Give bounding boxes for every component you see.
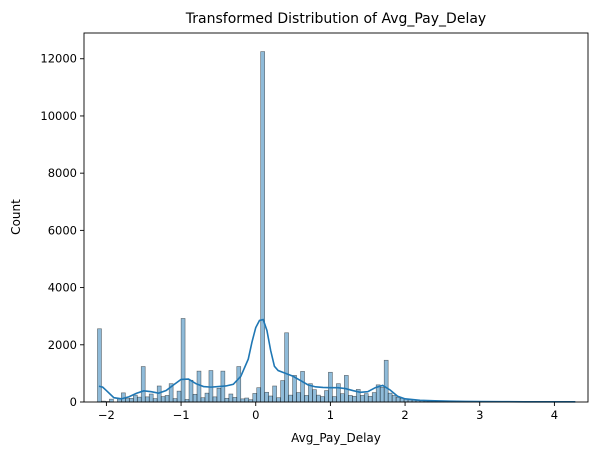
y-tick-label: 12000: [40, 52, 77, 66]
histogram-bar: [204, 392, 210, 403]
histogram-bar: [379, 387, 385, 403]
histogram-bar: [160, 396, 166, 403]
histogram-bar: [256, 387, 262, 403]
histogram-bar: [228, 393, 234, 403]
y-axis-ticks: 0 2000 4000 6000 8000 10000 12000: [40, 52, 84, 409]
histogram-bar: [236, 366, 242, 403]
histogram-bar: [324, 390, 329, 403]
x-tick-label: −1: [173, 408, 190, 422]
histogram-bar: [140, 366, 146, 403]
histogram-bar: [292, 375, 297, 403]
histogram-bar: [391, 395, 397, 403]
y-tick-label: 10000: [40, 109, 77, 123]
histogram-bar: [359, 395, 365, 403]
histogram-bar: [176, 390, 182, 403]
histogram-bar: [300, 371, 305, 403]
plot-frame: [83, 32, 589, 403]
chart-title: Transformed Distribution of Avg_Pay_Dela…: [185, 11, 486, 27]
x-axis-label: Avg_Pay_Delay: [291, 431, 381, 445]
y-tick-label: 2000: [48, 338, 77, 352]
histogram-bar: [320, 396, 325, 403]
y-tick-label: 8000: [48, 166, 77, 180]
histogram-bar: [304, 395, 309, 403]
histogram-bar: [371, 392, 377, 403]
histogram-bar: [244, 397, 250, 403]
x-tick-label: 2: [401, 408, 408, 422]
histogram-bar: [97, 328, 102, 403]
histogram-bar: [196, 370, 202, 403]
kde-group: [98, 318, 576, 403]
bars-group: [97, 51, 576, 403]
histogram-bar: [144, 396, 150, 403]
histogram-bar: [232, 397, 238, 403]
histogram-bar: [172, 398, 178, 403]
histogram-bar: [152, 398, 158, 403]
histogram-bar: [336, 383, 341, 403]
histogram-bar: [348, 395, 353, 403]
histogram-bar: [264, 391, 270, 403]
kde-line: [98, 318, 576, 403]
histogram-bar: [128, 397, 134, 403]
y-tick-label: 0: [70, 395, 77, 409]
histogram-bar: [180, 318, 186, 403]
histogram-bar: [272, 385, 277, 403]
histogram-bar: [216, 387, 222, 403]
y-tick-label: 6000: [48, 223, 77, 237]
y-axis-label: Count: [9, 199, 23, 235]
histogram-bar: [268, 395, 273, 403]
histogram-bar: [363, 393, 369, 403]
histogram-bar: [280, 380, 285, 403]
histogram-bar: [340, 393, 345, 403]
histogram-bar: [351, 395, 357, 403]
histogram-bar: [395, 397, 401, 403]
histogram-bar: [133, 394, 138, 403]
histogram-bar: [316, 394, 321, 403]
histogram-bar: [192, 393, 198, 403]
x-tick-label: 0: [252, 408, 259, 422]
histogram-bar: [188, 379, 194, 403]
histogram-bar: [276, 397, 281, 403]
histogram-bar: [240, 398, 246, 403]
histogram-bar: [148, 393, 154, 403]
histogram-bar: [212, 396, 218, 403]
histogram-bar: [387, 392, 393, 403]
histogram-bar: [252, 393, 258, 403]
histogram-bar: [200, 397, 206, 403]
x-tick-label: 3: [476, 408, 483, 422]
x-axis-ticks: −2 −1 0 1 2 3 4: [98, 402, 558, 422]
histogram-bar: [156, 385, 162, 403]
histogram-bar: [125, 398, 130, 403]
histogram-bar: [383, 359, 389, 403]
histogram-bar: [288, 394, 293, 403]
x-tick-label: −2: [98, 408, 115, 422]
x-tick-label: 1: [327, 408, 334, 422]
histogram-bar: [164, 395, 170, 403]
histogram-bar: [296, 392, 301, 403]
histogram-bar: [260, 51, 265, 403]
x-tick-label: 4: [551, 408, 558, 422]
histogram-bar: [284, 332, 289, 403]
histogram-bar: [367, 395, 373, 403]
histogram-bar: [224, 397, 230, 403]
histogram-bar: [332, 396, 337, 403]
y-tick-label: 4000: [48, 281, 77, 295]
histogram-bar: [136, 396, 142, 403]
histogram-bar: [312, 389, 317, 403]
